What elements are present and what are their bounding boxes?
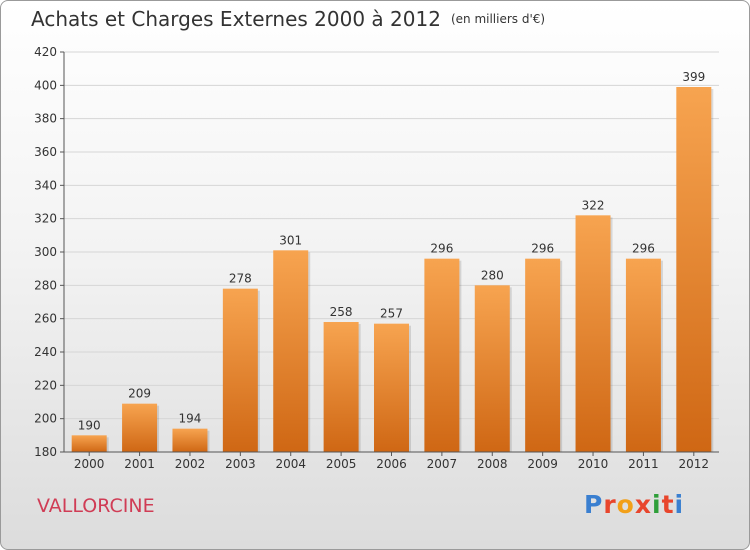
logo-letter: r [603,490,617,519]
bar-value-label: 280 [481,268,504,282]
x-tick-label: 2004 [275,457,306,471]
y-tick-label: 200 [34,412,57,426]
y-tick-label: 360 [34,145,57,159]
y-tick-label: 280 [34,278,57,292]
bar-value-label: 257 [380,307,403,321]
bar-value-label: 301 [279,233,302,247]
bar [625,258,661,452]
logo-letter: x [634,490,652,519]
bar [172,428,208,452]
y-tick-label: 380 [34,112,57,126]
bar-value-label: 322 [582,198,605,212]
bar [222,288,258,452]
y-tick-label: 260 [34,312,57,326]
logo-letter: i [674,490,685,519]
bar-value-label: 296 [531,242,554,256]
bar-value-label: 296 [632,242,655,256]
bar-value-label: 278 [229,272,252,286]
bar-value-label: 190 [78,418,101,432]
x-tick-label: 2005 [326,457,357,471]
x-tick-label: 2009 [527,457,558,471]
bar [474,285,510,452]
bar [374,323,409,452]
bar [273,250,309,452]
x-tick-label: 2002 [175,457,206,471]
logo-letter: P [584,490,604,519]
bar [323,322,359,452]
x-tick-label: 2012 [679,457,710,471]
bar-value-label: 296 [430,242,453,256]
commune-name: VALLORCINE [37,495,155,517]
x-tick-label: 2003 [225,457,256,471]
logo-letter: o [616,490,635,519]
bar [424,258,460,452]
bar [525,258,561,452]
bar-value-label: 194 [179,412,202,426]
y-tick-label: 240 [34,345,57,359]
logo-letter: t [661,490,675,519]
y-tick-label: 400 [34,78,57,92]
bar [122,403,158,452]
y-tick-label: 180 [34,445,57,459]
x-tick-label: 2000 [74,457,105,471]
bar-value-label: 399 [682,70,705,84]
proxiti-logo: Proxiti [584,490,684,519]
x-tick-label: 2011 [628,457,659,471]
y-tick-label: 220 [34,378,57,392]
y-tick-label: 320 [34,212,57,226]
y-tick-label: 420 [34,45,57,59]
x-tick-label: 2008 [477,457,508,471]
x-tick-label: 2001 [124,457,155,471]
y-tick-label: 300 [34,245,57,259]
y-tick-label: 340 [34,178,57,192]
x-tick-label: 2007 [427,457,458,471]
chart-unit: (en milliers d'€) [450,12,546,26]
logo-letter: i [652,490,662,519]
bar [575,215,611,452]
x-tick-label: 2010 [578,457,609,471]
chart-title: Achats et Charges Externes 2000 à 2012 (e… [31,7,545,31]
bar [71,435,107,452]
bar-value-label: 209 [128,387,151,401]
bar [676,87,712,452]
chart-title-text: Achats et Charges Externes 2000 à 2012 [31,7,441,31]
x-tick-label: 2006 [376,457,407,471]
bar-value-label: 258 [330,305,353,319]
